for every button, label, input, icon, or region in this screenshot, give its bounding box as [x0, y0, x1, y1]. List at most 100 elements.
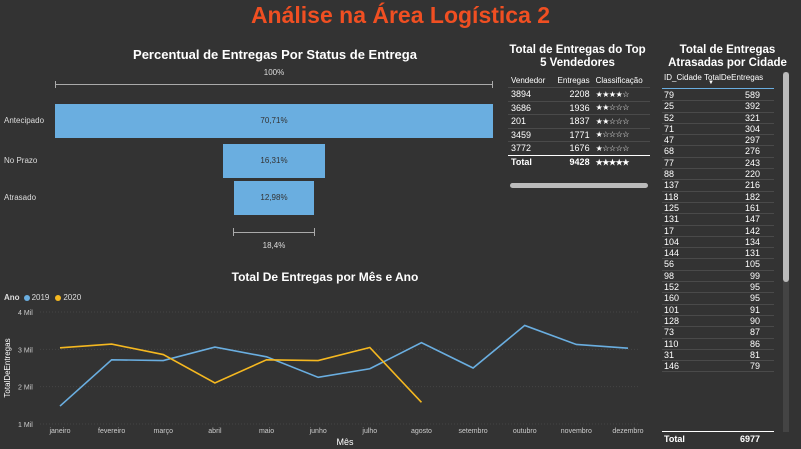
table-row[interactable]: 118 182 [662, 192, 774, 203]
vendedor-cell: 3459 [508, 127, 552, 142]
total-entregas-cell: 276 [744, 146, 760, 157]
x-tick-label: outubro [513, 428, 537, 435]
total-value: 9428 [569, 157, 590, 167]
y-tick-label: 3 Mil [18, 347, 33, 354]
y-tick-label: 1 Mil [18, 422, 33, 429]
id-cidade-cell: 17 [664, 225, 675, 236]
table-row[interactable]: 128 90 [662, 315, 774, 328]
line-chart-title: Total De Entregas por Mês e Ano [231, 270, 419, 284]
x-tick-label: fevereiro [98, 428, 125, 435]
x-tick-label: maio [259, 428, 274, 435]
total-entregas-cell: 134 [744, 236, 760, 247]
table-row[interactable]: 137 216 [662, 180, 774, 192]
vertical-scrollbar-thumb[interactable] [783, 72, 789, 282]
col-entregas[interactable]: Entregas [557, 76, 590, 85]
funnel-top-label: 100% [263, 68, 285, 77]
funnel-bar-no-prazo[interactable]: 16,31% [223, 144, 325, 178]
table-row[interactable]: 104 134 [662, 236, 774, 249]
funnel-bar-atrasado[interactable]: 12,98% [233, 181, 315, 215]
id-cidade-cell: 31 [664, 349, 675, 360]
col-total-entregas[interactable]: TotalDeEntregas ▼ [704, 73, 774, 88]
legend-item-2019[interactable]: 2019 [23, 293, 50, 302]
col-id-cidade[interactable]: ID_Cidade [664, 73, 702, 82]
rating-stars: ★☆☆☆☆ [592, 127, 650, 142]
legend-dot-icon [55, 294, 62, 301]
x-tick-label: agosto [411, 428, 432, 435]
table-row[interactable]: 52 321 [662, 113, 774, 124]
col-classificacao[interactable]: Classificação [595, 76, 643, 85]
vendedor-cell: 3686 [508, 100, 552, 115]
table-row[interactable]: 56 105 [662, 259, 774, 271]
id-cidade-cell: 25 [664, 101, 675, 112]
id-cidade-cell: 131 [664, 214, 680, 225]
col-vendedor[interactable]: Vendedor [511, 76, 546, 85]
total-entregas-cell: 220 [744, 169, 760, 180]
table-row[interactable]: 3772 1676 ★☆☆☆☆ [508, 141, 650, 155]
total-entregas-cell: 79 [749, 361, 760, 372]
table-row[interactable]: 79 589 [662, 90, 774, 102]
horizontal-scrollbar[interactable] [510, 183, 648, 188]
funnel-top-bracket [55, 78, 493, 90]
total-stars: ★★★★★ [595, 157, 630, 167]
id-cidade-cell: 137 [664, 180, 680, 191]
col-total-entregas-label: TotalDeEntregas [704, 73, 764, 82]
sort-desc-icon: ▼ [708, 80, 714, 86]
table-row[interactable]: 68 276 [662, 146, 774, 158]
id-cidade-cell: 77 [664, 157, 675, 168]
table-row[interactable]: 3894 2208 ★★★★☆ [508, 87, 650, 101]
table-row[interactable]: 144 131 [662, 248, 774, 260]
table-row[interactable]: 17 142 [662, 226, 774, 237]
vertical-scrollbar-track[interactable] [783, 72, 789, 432]
funnel-bar-antecipado[interactable]: 70,71% [55, 104, 493, 138]
total-entregas-cell: 87 [749, 327, 760, 338]
entregas-cell: 1676 [551, 141, 593, 155]
id-cidade-cell: 104 [664, 236, 680, 247]
funnel-value-label: 70,71% [260, 116, 288, 125]
total-entregas-cell: 131 [744, 248, 760, 259]
total-entregas-cell: 91 [749, 304, 760, 315]
total-entregas-cell: 142 [744, 225, 760, 236]
table-row[interactable]: 125 161 [662, 202, 774, 215]
table-row[interactable]: 101 91 [662, 305, 774, 316]
late-cities-header: ID_Cidade TotalDeEntregas ▼ [662, 73, 774, 89]
y-tick-label: 4 Mil [18, 310, 33, 317]
id-cidade-cell: 110 [664, 338, 679, 349]
total-entregas-cell: 182 [744, 191, 760, 202]
funnel-title: Percentual de Entregas Por Status de Ent… [133, 47, 417, 62]
table-row[interactable]: 3686 1936 ★★☆☆☆ [508, 100, 650, 115]
total-entregas-cell: 243 [744, 157, 760, 168]
table-row[interactable]: 110 86 [662, 339, 774, 350]
funnel-value-label: 12,98% [260, 193, 288, 202]
table-row[interactable]: 201 1837 ★★☆☆☆ [508, 114, 650, 128]
table-row[interactable]: 3459 1771 ★☆☆☆☆ [508, 127, 650, 142]
table-row[interactable]: 31 81 [662, 349, 774, 362]
total-entregas-cell: 90 [749, 315, 760, 326]
late-cities-body: 79 589 25 392 52 321 71 304 47 297 68 276 77 243 88 220… [662, 90, 774, 431]
table-row[interactable]: 47 297 [662, 135, 774, 147]
table-row[interactable]: 152 95 [662, 282, 774, 294]
funnel-bottom-bracket [233, 226, 315, 238]
total-entregas-cell: 147 [744, 214, 760, 225]
id-cidade-cell: 160 [664, 293, 680, 304]
funnel-bottom-label: 18,4% [262, 241, 286, 250]
legend-label: 2019 [31, 293, 50, 302]
legend-item-2020[interactable]: 2020 [55, 293, 81, 302]
total-entregas-cell: 216 [744, 180, 760, 191]
table-row[interactable]: 73 87 [662, 327, 774, 339]
top-sellers-title: Total de Entregas do Top 5 Vendedores [509, 44, 646, 69]
table-row[interactable]: 98 99 [662, 271, 774, 283]
rating-stars: ★☆☆☆☆ [592, 141, 650, 155]
total-entregas-cell: 321 [744, 112, 760, 123]
table-row[interactable]: 131 147 [662, 214, 774, 226]
table-row[interactable]: 88 220 [662, 169, 774, 181]
y-tick-label: 2 Mil [18, 385, 33, 392]
table-row[interactable]: 146 79 [662, 361, 774, 373]
table-row[interactable]: 25 392 [662, 101, 774, 113]
table-row[interactable]: 160 95 [662, 293, 774, 305]
id-cidade-cell: 68 [664, 146, 675, 157]
table-row[interactable]: 77 243 [662, 157, 774, 170]
page-title: Análise na Área Logística 2 [250, 2, 551, 28]
table-row[interactable]: 71 304 [662, 124, 774, 136]
id-cidade-cell: 52 [664, 112, 675, 123]
total-entregas-cell: 161 [744, 202, 760, 213]
